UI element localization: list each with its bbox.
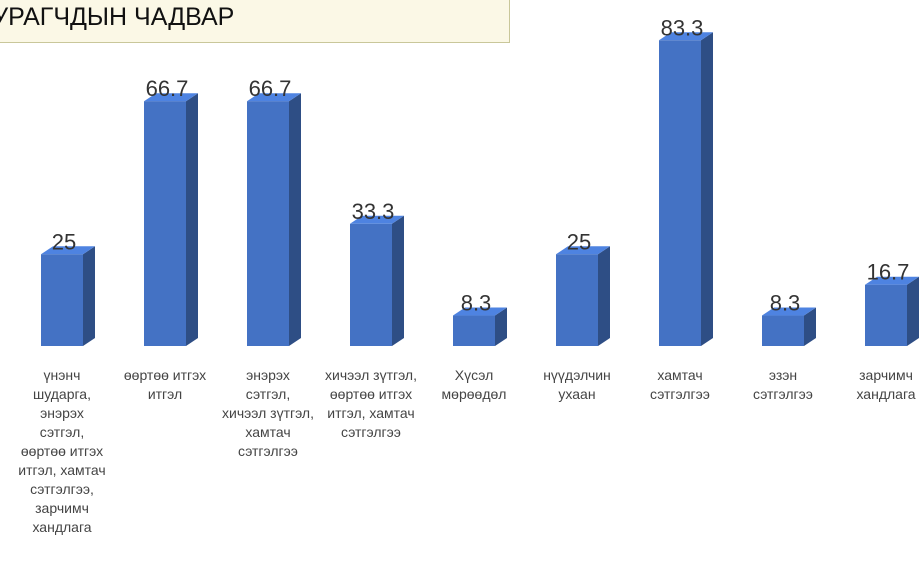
x-tick-label: нүүдэлчин ухаан	[543, 367, 611, 402]
bar-top	[453, 307, 507, 316]
bar-top	[556, 246, 610, 255]
bar	[556, 246, 610, 346]
value-label: 83.3	[661, 15, 704, 40]
bar-top	[247, 93, 301, 102]
bar-side	[495, 307, 507, 346]
bar-top	[350, 215, 404, 224]
bar	[41, 246, 95, 346]
bar-side	[392, 215, 404, 346]
value-label: 8.3	[461, 291, 492, 316]
bar-side	[598, 246, 610, 346]
bar	[453, 307, 507, 346]
value-label: 8.3	[770, 291, 801, 316]
x-tick-label: энэрэх сэтгэл, хичээл зүтгэл, хамтач сэт…	[222, 367, 314, 459]
value-label: 25	[567, 229, 591, 254]
x-tick-label: Хүсэл мөрөөдөл	[441, 367, 507, 402]
bar-side	[289, 93, 301, 346]
title-box: СУРАГЧДЫН ЧАДВАР	[0, 0, 510, 43]
bar-top	[144, 93, 198, 102]
x-tick-label: хичээл зүтгэл, өөртөө итгэх итгэл, хамта…	[325, 367, 417, 440]
x-tick-label: хамтач сэтгэлгээ	[650, 367, 710, 402]
bar	[762, 307, 816, 346]
bar-top	[659, 32, 713, 41]
bar-front	[556, 254, 598, 346]
bar-front	[350, 223, 392, 346]
bar	[350, 215, 404, 346]
bar	[247, 93, 301, 346]
bar-side	[83, 246, 95, 346]
bar	[659, 32, 713, 346]
bar-side	[907, 276, 919, 346]
value-label: 16.7	[867, 260, 910, 285]
value-label: 33.3	[352, 199, 395, 224]
bar-front	[762, 315, 804, 346]
bar	[865, 276, 919, 346]
bar-side	[186, 93, 198, 346]
bar-front	[453, 315, 495, 346]
bar-side	[701, 32, 713, 346]
value-label: 25	[52, 229, 76, 254]
value-label: 66.7	[249, 76, 292, 101]
bar	[144, 93, 198, 346]
bar-front	[247, 101, 289, 346]
x-tick-label: зарчимч хандлага	[856, 367, 916, 402]
bar-front	[659, 40, 701, 346]
bar-front	[865, 284, 907, 346]
x-tick-label: эзэн сэтгэлгээ	[753, 367, 813, 402]
chart-title: СУРАГЧДЫН ЧАДВАР	[0, 3, 235, 31]
value-label: 66.7	[146, 76, 189, 101]
x-tick-label: өөртөө итгэх итгэл	[123, 367, 207, 402]
bar-top	[41, 246, 95, 255]
bar-front	[144, 101, 186, 346]
bar-side	[804, 307, 816, 346]
x-tick-label: үнэнч шударга, энэрэх сэтгэл, өөртөө итг…	[18, 367, 106, 535]
bar-top	[865, 276, 919, 285]
bar-front	[41, 254, 83, 346]
bar-top	[762, 307, 816, 316]
